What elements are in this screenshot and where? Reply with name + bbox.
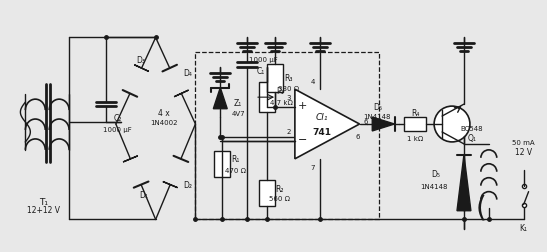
Bar (267, 65, 283, 92)
Text: R₂: R₂ (276, 184, 284, 193)
Text: 4 x: 4 x (158, 108, 170, 117)
Text: T₁: T₁ (39, 197, 48, 206)
Text: D₆: D₆ (373, 102, 382, 111)
Text: 2: 2 (287, 129, 291, 135)
Text: 6: 6 (363, 118, 368, 124)
Polygon shape (174, 91, 189, 97)
Text: BC548: BC548 (461, 125, 483, 132)
Text: 6: 6 (356, 133, 360, 139)
Text: 1 kΩ: 1 kΩ (407, 135, 423, 141)
Text: 560 Ω: 560 Ω (270, 195, 290, 201)
Text: P₁: P₁ (276, 86, 284, 95)
Text: C₁: C₁ (257, 67, 265, 76)
Text: 1N4148: 1N4148 (420, 183, 448, 189)
Text: 330 Ω: 330 Ω (278, 85, 299, 91)
Polygon shape (123, 156, 138, 162)
Text: 1N4148: 1N4148 (364, 114, 391, 120)
Text: 741: 741 (313, 128, 331, 137)
Text: D₅: D₅ (432, 170, 440, 178)
Polygon shape (213, 88, 227, 109)
Text: −: − (298, 135, 307, 145)
Text: 12+12 V: 12+12 V (27, 205, 60, 214)
Bar (404, 118, 426, 132)
Polygon shape (163, 182, 178, 188)
Text: R₃: R₃ (284, 74, 293, 83)
Text: 7: 7 (311, 164, 315, 170)
Text: (: ( (475, 194, 486, 222)
Text: 470 Ω: 470 Ω (225, 167, 246, 173)
Text: 4V7: 4V7 (231, 111, 245, 117)
Text: D₂: D₂ (183, 180, 192, 190)
Polygon shape (457, 155, 471, 211)
Text: 12 V: 12 V (515, 148, 532, 157)
Text: C₂: C₂ (114, 113, 122, 122)
Bar (214, 151, 230, 177)
Text: 50 mA: 50 mA (513, 139, 535, 145)
Bar (195, 53, 380, 219)
Bar (259, 83, 275, 113)
Text: 3: 3 (287, 94, 291, 100)
Text: 4: 4 (311, 79, 315, 85)
Text: D₃: D₃ (136, 56, 146, 65)
Text: +: + (298, 100, 307, 110)
Text: D₁: D₁ (139, 190, 148, 199)
Bar (259, 180, 275, 206)
Text: 1000 μF: 1000 μF (103, 127, 132, 133)
Text: 1000 μF: 1000 μF (249, 57, 277, 63)
Polygon shape (295, 90, 359, 159)
Polygon shape (373, 118, 394, 132)
Text: D₄: D₄ (183, 69, 192, 77)
Circle shape (434, 107, 470, 142)
Text: Z₁: Z₁ (234, 98, 242, 107)
Polygon shape (135, 66, 149, 72)
Text: Q₁: Q₁ (468, 134, 476, 143)
Text: R₁: R₁ (231, 155, 240, 164)
Text: K₁: K₁ (520, 223, 528, 232)
Text: 1N4002: 1N4002 (150, 119, 177, 125)
Text: R₄: R₄ (411, 108, 420, 117)
Text: CI₁: CI₁ (316, 112, 329, 121)
Text: 4,7 kΩ: 4,7 kΩ (270, 100, 293, 106)
